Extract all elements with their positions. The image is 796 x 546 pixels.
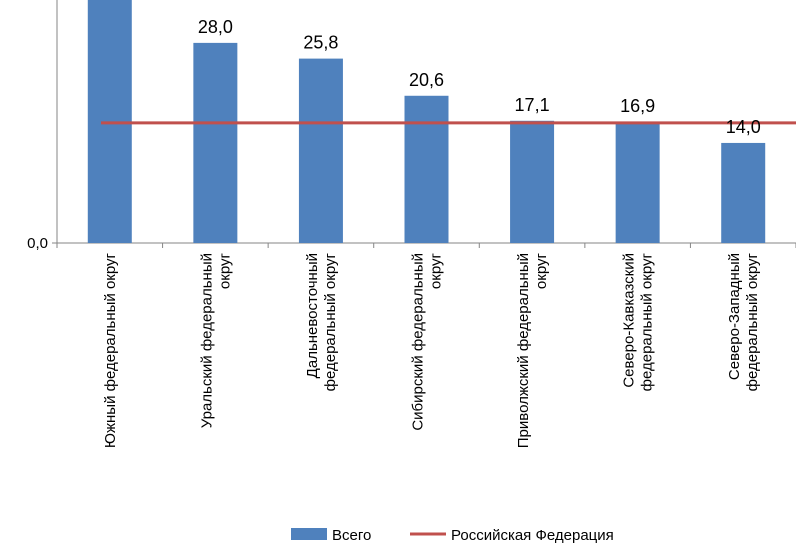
legend-label-rf: Российская Федерация <box>451 527 614 544</box>
category-label: Северо-Кавказский федеральный округ <box>621 252 656 391</box>
bar <box>193 42 238 243</box>
category-label: Северо-Западный федеральный округ <box>726 252 761 391</box>
category-label: Южный федеральный округ <box>102 252 119 448</box>
chart-data-labels: 28,0 25,8 20,6 17,1 16,9 14,0 <box>198 17 761 137</box>
category-label: Сибирский федеральный округ <box>410 252 445 430</box>
category-label: Уральский федеральный округ <box>198 252 233 428</box>
bar-value-label: 17,1 <box>515 95 550 115</box>
category-label-line: Северо-Кавказский <box>621 253 638 388</box>
bar-value-label: 25,8 <box>303 33 338 53</box>
category-label-line: Сибирский федеральный <box>410 253 427 431</box>
category-label-line: округ <box>533 252 550 289</box>
category-label: Приволжский федеральный округ <box>515 252 550 448</box>
category-label-line: федеральный округ <box>639 252 656 391</box>
chart-category-labels: Южный федеральный округ Уральский федерал… <box>102 252 761 448</box>
chart-legend: Всего Российская Федерация <box>291 527 614 544</box>
category-label: Дальневосточный федеральный округ <box>304 252 339 391</box>
category-label-line: федеральный округ <box>322 252 339 391</box>
category-label-line: Уральский федеральный <box>198 253 215 428</box>
category-label-line: федеральный округ <box>744 252 761 391</box>
bar <box>510 120 555 243</box>
category-label-line: Дальневосточный <box>304 253 321 378</box>
category-label-line: Южный федеральный округ <box>102 252 119 448</box>
bar-value-label: 20,6 <box>409 70 444 90</box>
category-label-line: Северо-Западный <box>726 253 743 380</box>
bar <box>615 122 660 243</box>
bar <box>721 142 766 243</box>
bar-value-label: 16,9 <box>620 96 655 116</box>
bar-value-label: 28,0 <box>198 17 233 37</box>
legend-label-vsego: Всего <box>332 527 371 544</box>
category-label-line: округ <box>216 252 233 289</box>
category-label-line: округ <box>428 252 445 289</box>
legend-swatch-vsego <box>291 528 327 540</box>
y-tick-label: 0,0 <box>27 235 48 252</box>
category-label-line: Приволжский федеральный <box>515 253 532 448</box>
bar <box>298 58 343 243</box>
bar-value-label: 14,0 <box>726 117 761 137</box>
bar <box>404 95 449 243</box>
